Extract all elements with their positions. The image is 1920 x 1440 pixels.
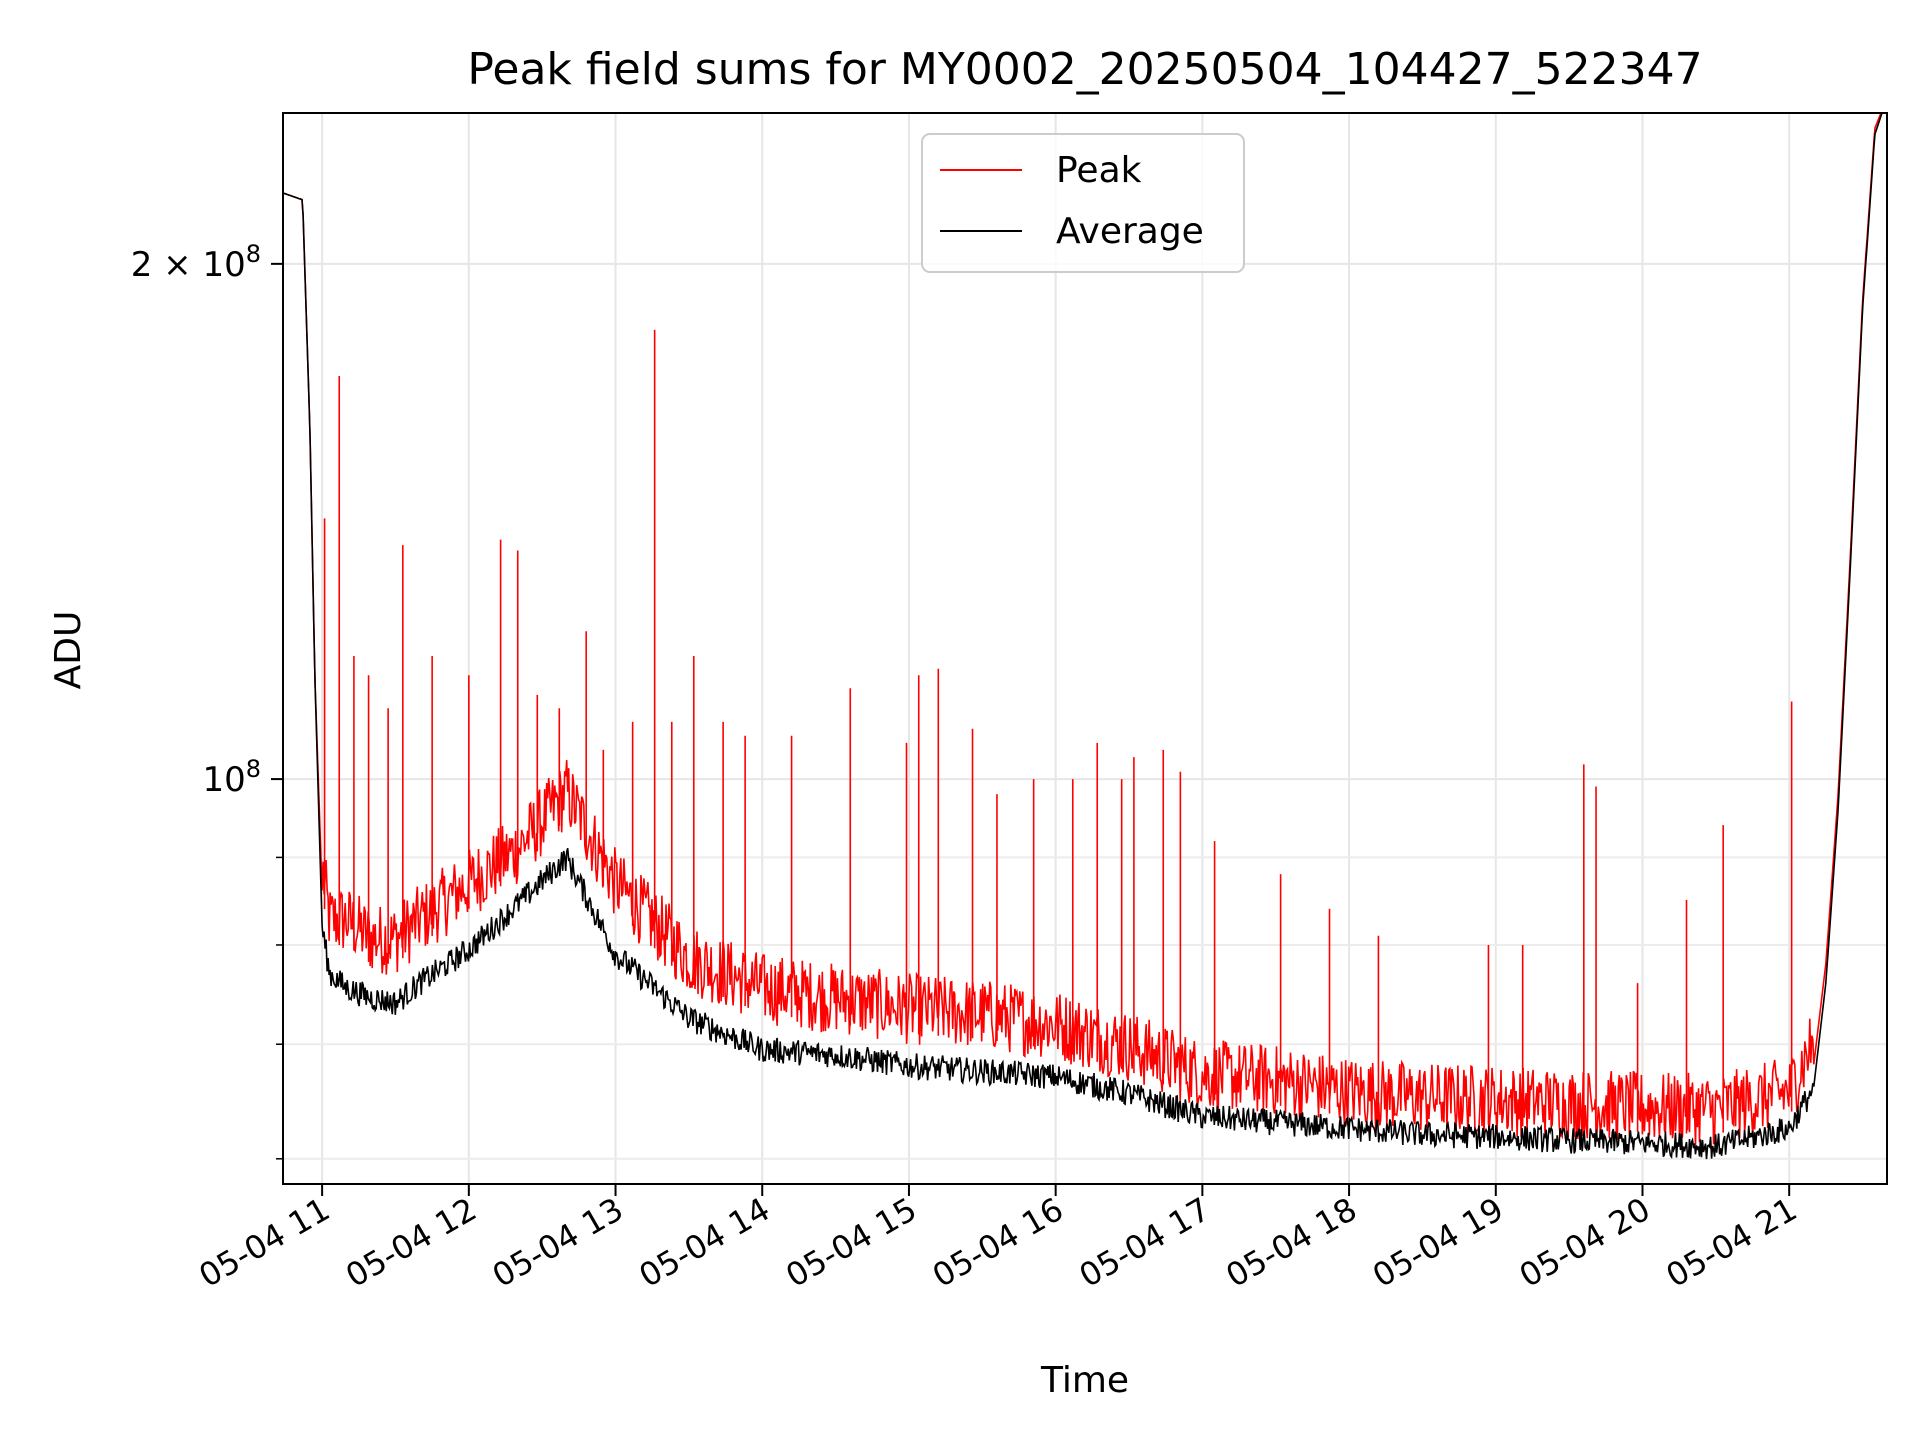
x-tick-label: 05-04 19	[1366, 1190, 1510, 1295]
y-axis-label: ADU	[48, 611, 89, 690]
x-axis: 05-04 11 05-04 12 05-04 13 05-04 14 05-04 15…	[193, 1184, 1804, 1295]
series-line-peak	[283, 113, 1882, 1145]
x-tick-label: 05-04 15	[779, 1190, 923, 1295]
y-tick-label: 2 × 108	[131, 240, 261, 285]
x-tick-label: 05-04 16	[926, 1190, 1070, 1295]
x-tick-label: 05-04 17	[1073, 1190, 1217, 1295]
legend: Peak Average	[921, 133, 1245, 273]
x-tick-label: 05-04 21	[1660, 1190, 1804, 1295]
y-tick-label: 108	[202, 755, 261, 800]
series-line-average	[283, 113, 1883, 1160]
x-axis-label: Time	[1040, 1360, 1129, 1401]
legend-box	[921, 133, 1245, 273]
x-tick-label: 05-04 18	[1219, 1190, 1363, 1295]
x-tick-label: 05-04 20	[1513, 1190, 1657, 1295]
series-spikes-peak	[323, 329, 1793, 1134]
x-tick-label: 05-04 14	[633, 1190, 777, 1295]
axes-frame	[282, 112, 1888, 1185]
legend-label-peak: Peak	[1056, 150, 1142, 191]
legend-label-average: Average	[1056, 211, 1204, 252]
plot-area	[283, 113, 1883, 1160]
y-axis: 108 2 × 108	[131, 240, 283, 1160]
chart-title: Peak field sums for MY0002_20250504_1044…	[467, 44, 1702, 95]
x-tick-label: 05-04 13	[486, 1190, 630, 1295]
x-tick-label: 05-04 11	[193, 1190, 337, 1295]
x-tick-label: 05-04 12	[339, 1190, 483, 1295]
